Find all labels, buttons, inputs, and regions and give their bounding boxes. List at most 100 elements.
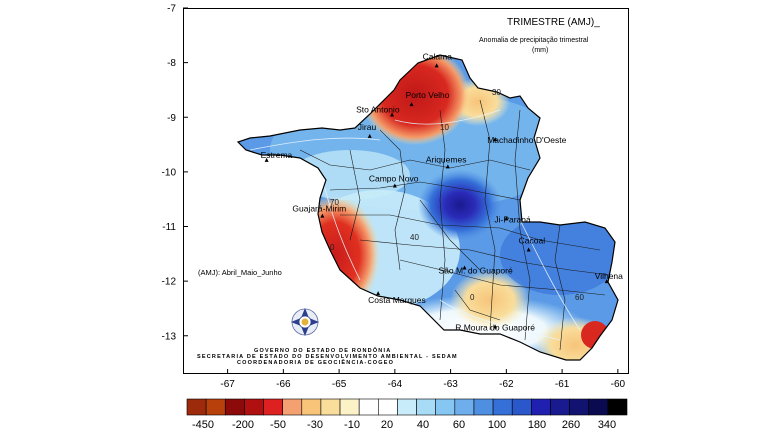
y-tick-label: -10 bbox=[162, 167, 177, 178]
city-marker bbox=[376, 291, 381, 296]
map-subtitle: Anomalia de precipitação trimestral bbox=[479, 37, 589, 44]
legend-label: 60 bbox=[453, 419, 465, 431]
city-label: Guajará-Mirim bbox=[292, 204, 346, 214]
city-label: Cacoal bbox=[519, 235, 546, 245]
y-tick-label: -7 bbox=[167, 4, 176, 15]
legend-label: 100 bbox=[488, 419, 506, 431]
city-marker bbox=[409, 102, 414, 107]
x-tick-label: -62 bbox=[499, 379, 514, 390]
legend-label: -200 bbox=[232, 419, 254, 431]
legend-swatch bbox=[607, 398, 628, 416]
legend-label: 40 bbox=[417, 419, 429, 431]
city-marker bbox=[264, 157, 269, 162]
legend-swatch bbox=[358, 398, 379, 416]
city-label: Jirau bbox=[358, 122, 377, 132]
map-unit: (mm) bbox=[532, 47, 548, 54]
legend-swatch bbox=[263, 398, 283, 416]
city-label: Ji-Paraná bbox=[494, 214, 531, 224]
isoline-label: 10 bbox=[440, 123, 449, 132]
x-tick-label: -65 bbox=[332, 379, 347, 390]
city-marker bbox=[445, 164, 450, 169]
legend-swatch bbox=[588, 398, 609, 416]
legend-swatch bbox=[244, 398, 264, 416]
city-marker bbox=[392, 183, 397, 188]
color-legend: -450 -200 -50 -30 -10 20 40 60 100 180 260 340 bbox=[186, 398, 628, 431]
x-tick-label: -61 bbox=[555, 379, 570, 390]
city-marker bbox=[526, 247, 531, 252]
legend-label: -10 bbox=[344, 419, 360, 431]
city-markers: Calama Porto Velho Sto Antonio Jirau Machadi… bbox=[261, 51, 624, 332]
state-outline bbox=[236, 54, 619, 361]
footer-line-2: SECRETARIA DE ESTADO DO DESENVOLVIMENTO … bbox=[197, 354, 458, 360]
city-marker bbox=[504, 216, 509, 221]
city-marker bbox=[493, 137, 498, 142]
city-label: Campo Novo bbox=[369, 174, 419, 184]
legend-label: 180 bbox=[528, 419, 546, 431]
y-tick-label: -13 bbox=[162, 331, 177, 342]
city-label: R.Moura do Guaporé bbox=[455, 322, 535, 332]
legend-swatch bbox=[569, 398, 590, 416]
city-marker bbox=[604, 279, 609, 284]
legend-label: -50 bbox=[270, 419, 286, 431]
isoline-label: 60 bbox=[575, 293, 584, 302]
y-tick-label: -8 bbox=[167, 58, 176, 69]
axes: -67 -66 -65 -64 -63 -62 -61 -60 -7 -8 -9 -10 -11 -12 -… bbox=[162, 4, 626, 391]
legend-label: 260 bbox=[562, 419, 580, 431]
period-note: (AMJ): Abril_Maio_Junho bbox=[198, 268, 282, 277]
city-marker bbox=[367, 133, 372, 138]
legend-swatch bbox=[531, 398, 551, 416]
city-label: Sto Antonio bbox=[356, 105, 400, 115]
legend-label: 340 bbox=[598, 419, 616, 431]
city-marker bbox=[320, 213, 325, 218]
isoline-label: 0 bbox=[330, 243, 335, 252]
legend-swatch bbox=[378, 398, 398, 416]
legend-swatch bbox=[282, 398, 303, 416]
x-tick-label: -60 bbox=[611, 379, 626, 390]
city-label: Costa Marques bbox=[368, 295, 426, 305]
legend-swatch bbox=[301, 398, 322, 416]
x-tick-label: -64 bbox=[388, 379, 403, 390]
city-label: Porto Velho bbox=[406, 90, 450, 100]
legend-swatch bbox=[397, 398, 417, 416]
legend-swatch bbox=[492, 398, 513, 416]
x-tick-label: -66 bbox=[276, 379, 291, 390]
x-tick-label: -67 bbox=[220, 379, 235, 390]
legend-swatch bbox=[339, 398, 360, 416]
legend-swatch bbox=[473, 398, 494, 416]
y-tick-label: -12 bbox=[162, 277, 177, 288]
city-label: Estrema bbox=[261, 150, 293, 160]
legend-label: -30 bbox=[307, 419, 323, 431]
footer-line-1: GOVERNO DO ESTADO DE RONDÔNIA bbox=[254, 346, 391, 354]
footer-line-3: COORDENADORIA DE GEOCIÊNCIA-COGEO bbox=[237, 358, 394, 366]
legend-swatch bbox=[511, 398, 532, 416]
anomaly-field bbox=[238, 55, 618, 360]
isoline-label: 30 bbox=[492, 88, 501, 97]
legend-swatch bbox=[205, 398, 226, 416]
city-label: Ariquemes bbox=[426, 154, 467, 164]
sedam-logo bbox=[291, 308, 319, 336]
city-label: Vilhena bbox=[595, 271, 623, 281]
legend-label: 20 bbox=[381, 419, 393, 431]
legend-swatch bbox=[186, 398, 207, 416]
legend-swatch bbox=[435, 398, 456, 416]
legend-swatch bbox=[550, 398, 570, 416]
legend-label: -450 bbox=[192, 419, 214, 431]
y-tick-label: -11 bbox=[162, 222, 176, 233]
legend-swatch bbox=[454, 398, 475, 416]
legend-swatch bbox=[416, 398, 436, 416]
isoline-labels: 30 10 0 0 40 60 70 bbox=[330, 88, 584, 302]
city-marker bbox=[462, 265, 467, 270]
y-tick-label: -9 bbox=[167, 113, 176, 124]
isoline-label: 0 bbox=[470, 293, 475, 302]
municipal-boundaries bbox=[249, 99, 611, 351]
city-label: Machadinho D'Oeste bbox=[487, 135, 566, 145]
city-marker bbox=[493, 324, 498, 329]
isoline-label: 40 bbox=[410, 233, 419, 242]
legend-swatch bbox=[224, 398, 245, 416]
city-marker bbox=[390, 112, 395, 117]
isoline-label: 70 bbox=[330, 198, 339, 207]
city-label: Calama bbox=[423, 51, 453, 61]
city-label: São M. do Guaporé bbox=[439, 265, 513, 275]
city-marker bbox=[434, 63, 439, 68]
